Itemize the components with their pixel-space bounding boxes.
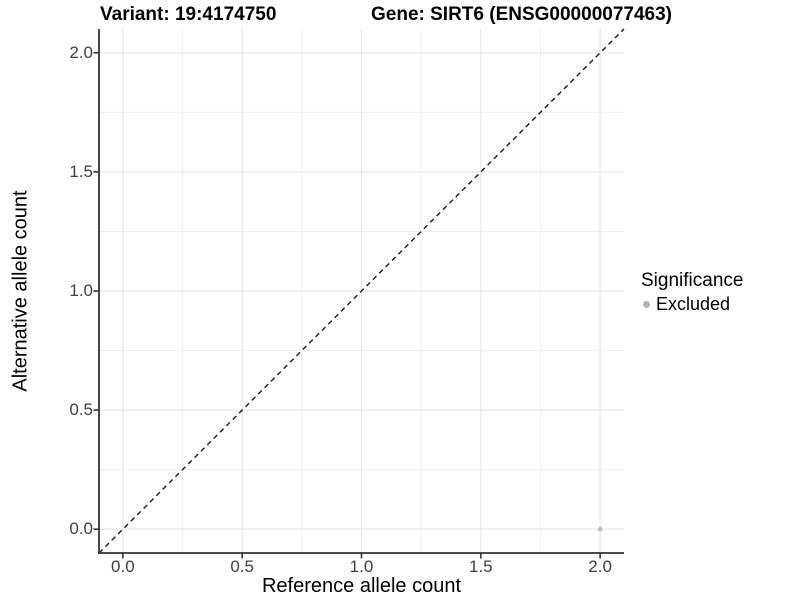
x-axis-title: Reference allele count xyxy=(261,575,461,597)
legend-item-label: Excluded xyxy=(656,294,731,314)
legend-item-excluded: Excluded xyxy=(643,294,743,315)
x-tick-label: 0.5 xyxy=(230,557,254,576)
y-tick-label: 0.0 xyxy=(69,519,93,539)
data-point-excluded xyxy=(597,526,603,532)
y-axis-title: Alternative allele count xyxy=(9,190,32,392)
x-tick-label: 1.5 xyxy=(468,557,493,576)
plot-title-gene: Gene: SIRT6 (ENSG00000077463) xyxy=(371,4,672,25)
y-tick-label: 1.0 xyxy=(69,281,93,300)
y-tick-label: 2.0 xyxy=(69,42,93,62)
x-tick-label: 0.0 xyxy=(111,557,135,576)
legend: Significance Excluded xyxy=(641,269,743,315)
x-tick-label: 2.0 xyxy=(588,557,612,576)
legend-key-point-icon xyxy=(643,301,650,308)
plot-title-variant: Variant: 19:4174750 xyxy=(100,4,277,25)
y-tick-label: 0.5 xyxy=(69,400,93,420)
x-tick-label: 1.0 xyxy=(349,557,374,576)
legend-title: Significance xyxy=(641,270,744,291)
y-tick-label: 1.5 xyxy=(69,161,93,181)
identity-dashed-line xyxy=(98,28,625,554)
